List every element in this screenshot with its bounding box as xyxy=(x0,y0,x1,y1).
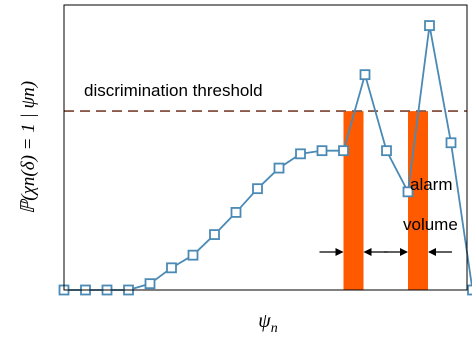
threshold-label: discrimination threshold xyxy=(84,81,263,100)
data-point xyxy=(295,148,306,160)
x-axis-label: ψn xyxy=(258,310,277,336)
alarm-bar xyxy=(408,111,428,290)
data-point xyxy=(144,278,156,290)
data-point xyxy=(359,69,371,81)
data-point xyxy=(338,145,349,157)
data-point xyxy=(252,183,263,195)
data-point xyxy=(166,262,177,274)
alarm-label: alarm xyxy=(410,175,453,194)
data-point xyxy=(467,284,472,296)
data-point xyxy=(381,145,392,157)
data-point xyxy=(187,249,199,261)
data-point xyxy=(445,137,457,149)
plot-frame xyxy=(63,4,468,291)
data-point xyxy=(402,186,414,198)
data-point xyxy=(316,145,328,157)
volume-label: volume xyxy=(403,215,458,234)
data-point xyxy=(273,162,285,174)
data-point xyxy=(230,207,242,218)
y-axis-label: ℙ(χn(δ) = 1 | ψn) xyxy=(18,81,39,214)
data-point xyxy=(424,20,435,31)
data-point xyxy=(209,229,220,240)
